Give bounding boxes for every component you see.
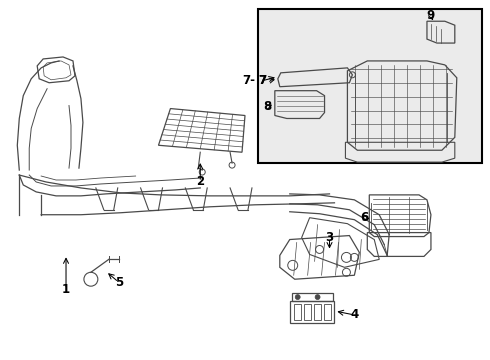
Circle shape	[295, 294, 300, 300]
Text: 7: 7	[258, 74, 266, 87]
Bar	[258, 9, 482, 163]
Text: 3: 3	[325, 231, 334, 244]
Text: 4: 4	[350, 309, 359, 321]
Text: 9: 9	[427, 9, 435, 22]
Text: 7: 7	[258, 74, 266, 87]
Text: 8: 8	[264, 100, 272, 113]
Text: 2: 2	[196, 175, 204, 189]
Circle shape	[315, 294, 320, 300]
Text: 5: 5	[115, 276, 123, 289]
Text: 1: 1	[62, 283, 70, 296]
Text: 6: 6	[360, 211, 368, 224]
Text: 7-: 7-	[242, 74, 255, 87]
